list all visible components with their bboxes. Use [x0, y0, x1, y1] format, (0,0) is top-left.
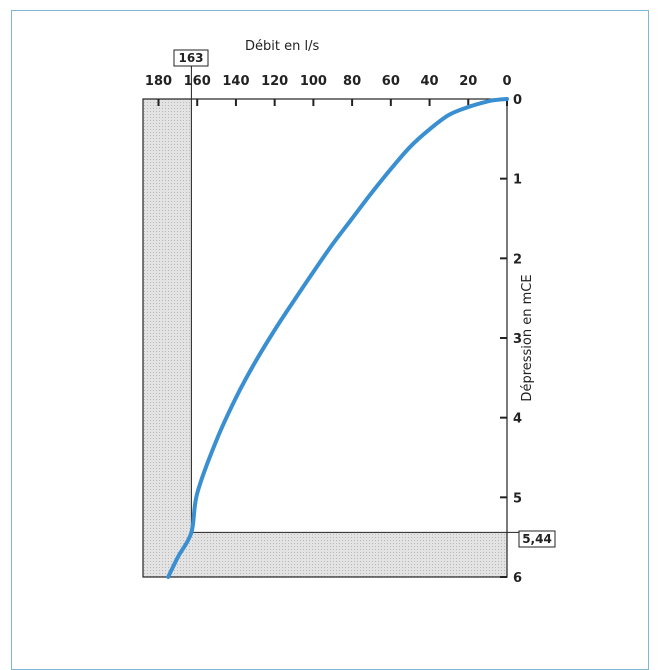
- y-tick-label: 3: [513, 332, 522, 347]
- flow-depression-chart: 180 160 140 120 100 80 60 40 20 00 1 2 3 4 5 6 Débit en…: [142, 39, 556, 586]
- series-line-0: [166, 97, 509, 579]
- y-tick-label: 2: [513, 252, 522, 267]
- x-tick-label: 20: [459, 74, 477, 89]
- x-tick-label: 160: [184, 74, 211, 89]
- x-marker-label: 163: [178, 51, 203, 65]
- y-tick-label: 1: [513, 173, 522, 188]
- plot-area: [142, 98, 508, 578]
- x-tick-label: 180: [145, 74, 172, 89]
- x-tick-label: 140: [222, 74, 249, 89]
- x-tick-label: 40: [421, 74, 439, 89]
- x-axis-title: Débit en l/s: [245, 39, 319, 54]
- y-marker-box: [518, 530, 556, 548]
- x-tick-label: 120: [261, 74, 288, 89]
- y-tick-label: 6: [513, 571, 522, 586]
- x-tick-label: 60: [382, 74, 400, 89]
- y-marker-label: 5,44: [522, 532, 552, 546]
- x-marker-box: [173, 49, 209, 67]
- shaded-region-high-flow: [143, 99, 192, 577]
- y-tick-label: 5: [513, 491, 522, 506]
- y-tick-label: 0: [513, 93, 522, 108]
- x-tick-label: 0: [502, 74, 511, 89]
- y-axis-title: Dépression en mCE: [520, 274, 535, 401]
- y-tick-label: 4: [513, 412, 522, 427]
- x-marker-annotation: 163: [173, 49, 209, 67]
- x-tick-label: 80: [343, 74, 361, 89]
- x-tick-label: 100: [300, 74, 327, 89]
- y-marker-annotation: 5,44: [518, 530, 556, 548]
- shaded-region-high-depression: [191, 532, 508, 577]
